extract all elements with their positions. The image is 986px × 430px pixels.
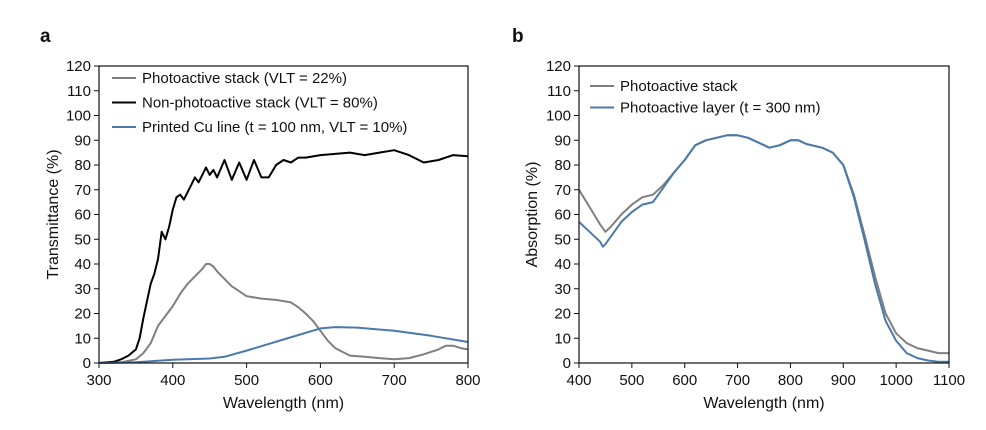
panel-b-x-tick-label: 700	[725, 372, 750, 389]
panel-b-x-tick-label: 800	[778, 372, 803, 389]
panel-a-chart: a 0 10 20 30 40 50 60 70 80 90 100 110 120 300 400 500 60…	[40, 26, 481, 412]
panel-a-y-tick-label: 80	[74, 157, 91, 174]
panel-a-y-tick-label: 70	[74, 182, 91, 199]
panel-b-y-tick-label: 80	[554, 157, 571, 174]
panel-b-legend-label-2: Photoactive layer (t = 300 nm)	[620, 100, 821, 117]
panel-a-y-tick-label: 90	[74, 132, 91, 149]
panel-a-legend-label-1: Photoactive stack (VLT = 22%)	[142, 70, 347, 87]
panel-a-y-tick-label: 100	[66, 108, 91, 125]
panel-b-x-tick-label: 500	[619, 372, 644, 389]
panel-a-x-tick-label: 700	[382, 372, 407, 389]
panel-a-y-tick-label: 10	[74, 330, 91, 347]
panel-b-y-tick-label: 0	[563, 355, 571, 372]
panel-a-series-3-line	[98, 326, 469, 364]
panel-a-x-tick-label: 500	[234, 372, 259, 389]
panel-b-panel-label: b	[512, 26, 524, 47]
panel-b-series-1-line	[578, 134, 949, 355]
panel-a-y-tick-label: 110	[67, 83, 91, 100]
panel-a-series-1-line	[98, 263, 469, 364]
panel-b-x-tick-label: 1000	[879, 372, 912, 389]
panel-b-x-tick-label: 900	[831, 372, 856, 389]
panel-a-plot-frame	[98, 65, 469, 364]
panel-b-y-tick-label: 50	[554, 231, 571, 248]
panel-b-y-axis-title: Absorption (%)	[524, 162, 541, 268]
panel-b-x-tick-label: 1100	[933, 372, 965, 389]
panel-b-x-tick-label: 600	[672, 372, 697, 389]
panel-a-x-tick-label: 400	[160, 372, 185, 389]
panel-a-x-axis-title: Wavelength (nm)	[223, 395, 344, 412]
panel-a-x-tick-label: 600	[308, 372, 333, 389]
panel-b-chart: b 0 10 20 30 40 50 60 70 80 90 100 110 120 400 500 600 70…	[512, 26, 965, 412]
panel-b-y-tick-label: 60	[554, 207, 571, 224]
panel-b-y-tick-label: 70	[554, 182, 571, 199]
panel-b-y-tick-label: 120	[546, 58, 571, 75]
panel-b-y-tick-label: 40	[554, 256, 571, 273]
panel-a-panel-label: a	[40, 26, 51, 47]
panel-a-x-tick-label: 800	[455, 372, 480, 389]
panel-b-y-tick-label: 20	[554, 306, 571, 323]
panel-b-y-tick-label: 30	[554, 281, 571, 298]
panel-b-legend-label-1: Photoactive stack	[620, 78, 738, 95]
panel-b-y-tick-label: 100	[546, 108, 571, 125]
panel-a-y-axis-title: Transmittance (%)	[45, 149, 62, 279]
panel-b-series-2-line	[578, 134, 949, 363]
panel-b-plot-frame	[578, 65, 950, 364]
panel-b-x-tick-label: 400	[566, 372, 591, 389]
panel-a-y-tick-label: 50	[74, 231, 91, 248]
panel-a-legend-label-2: Non-photoactive stack (VLT = 80%)	[142, 95, 378, 112]
panel-a-y-tick-label: 20	[74, 306, 91, 323]
panel-a-y-tick-label: 40	[74, 256, 91, 273]
panel-b-y-tick-label: 110	[547, 83, 571, 100]
panel-b-y-tick-label: 10	[554, 330, 571, 347]
panel-a-series-2-line	[98, 149, 469, 364]
panel-a-legend-label-3: Printed Cu line (t = 100 nm, VLT = 10%)	[142, 119, 407, 136]
panel-a-y-tick-label: 30	[74, 281, 91, 298]
panel-b-x-axis-title: Wavelength (nm)	[703, 395, 824, 412]
panel-a-x-tick-label: 300	[86, 372, 111, 389]
panel-b-y-tick-label: 90	[554, 132, 571, 149]
panel-a-y-tick-label: 120	[66, 58, 91, 75]
panel-a-y-tick-label: 0	[83, 355, 91, 372]
panel-a-y-tick-label: 60	[74, 207, 91, 224]
